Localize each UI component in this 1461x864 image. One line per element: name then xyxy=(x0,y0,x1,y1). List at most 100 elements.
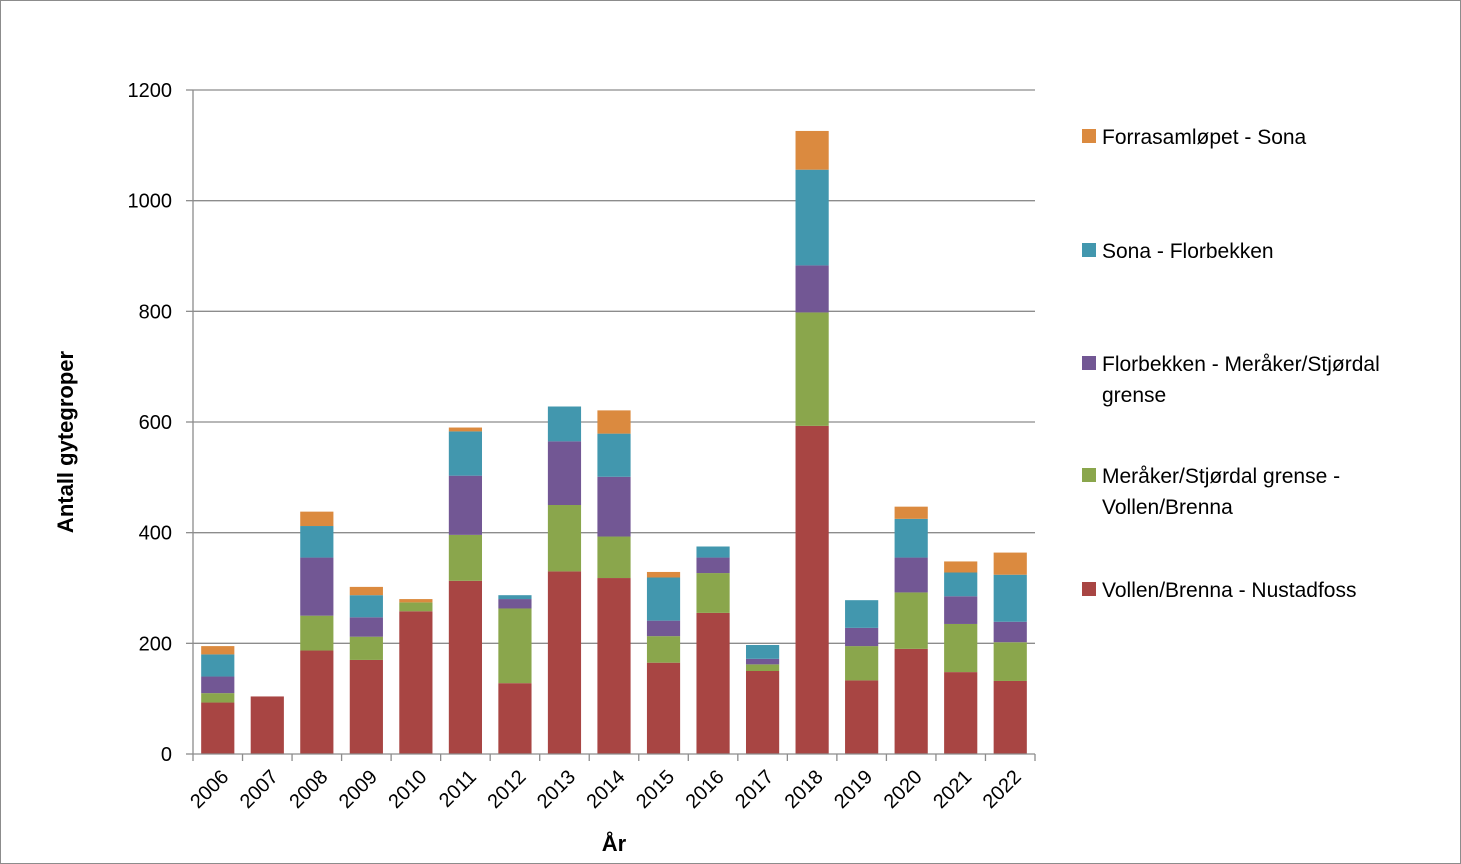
bar-2013-series-0 xyxy=(547,571,582,754)
x-tick-label: 2014 xyxy=(583,766,630,813)
bars xyxy=(201,130,1027,754)
y-tick-labels: 0 200 400 600 800 1000 1200 xyxy=(128,80,173,766)
bar-2021-series-4 xyxy=(944,561,978,573)
bar-2018-series-2 xyxy=(795,265,829,313)
legend-label: Sona - Florbekken xyxy=(1102,240,1274,263)
bar-2016-series-1 xyxy=(696,573,730,613)
bar-2009-series-0 xyxy=(349,659,383,754)
bar-2009-series-4 xyxy=(349,586,383,596)
bar-2020-series-4 xyxy=(894,506,928,519)
bar-2021-series-1 xyxy=(944,623,978,673)
bar-2017-series-0 xyxy=(745,671,780,754)
bar-2020-series-0 xyxy=(894,648,928,754)
bar-2013-series-3 xyxy=(547,406,582,442)
x-tick-label: 2006 xyxy=(186,766,233,813)
bar-2020-series-3 xyxy=(894,518,928,558)
bar-2015-series-3 xyxy=(646,577,681,621)
x-tick-label: 2020 xyxy=(880,766,927,813)
bar-2008-series-2 xyxy=(300,557,334,616)
legend-swatch xyxy=(1082,468,1096,482)
bar-2009-series-3 xyxy=(349,595,383,618)
bar-2008-series-1 xyxy=(300,615,334,651)
y-tick-label: 1000 xyxy=(128,191,173,213)
bar-2021-series-2 xyxy=(944,596,978,624)
bar-2013-series-2 xyxy=(547,441,582,505)
bar-2008-series-3 xyxy=(300,526,334,558)
bar-2021-series-3 xyxy=(944,572,978,597)
bar-2015-series-2 xyxy=(646,620,681,637)
bar-2010-series-0 xyxy=(399,611,433,754)
x-tick-label: 2007 xyxy=(236,766,283,813)
bar-2021-series-0 xyxy=(944,672,978,754)
bar-2019-series-0 xyxy=(845,680,879,754)
bar-2015-series-0 xyxy=(646,662,681,754)
y-axis-title: Antall gytegroper xyxy=(53,350,78,533)
bar-2012-series-2 xyxy=(498,599,532,609)
legend-swatch xyxy=(1082,243,1096,257)
bar-2008-series-0 xyxy=(300,650,334,754)
legend-swatch xyxy=(1082,582,1096,596)
bar-2019-series-3 xyxy=(845,600,879,628)
x-tick-label: 2013 xyxy=(533,766,580,813)
bar-2014-series-1 xyxy=(597,536,631,579)
x-tick-label: 2008 xyxy=(285,766,332,813)
bar-2017-series-3 xyxy=(745,644,780,659)
bar-2011-series-3 xyxy=(448,431,483,476)
legend-label: Florbekken - Meråker/Stjørdal xyxy=(1102,353,1380,376)
x-tick-labels: 2006 2007 2008 2009 2010 2011 2012 2013 2014 2015… xyxy=(186,766,1025,813)
y-tick-label: 600 xyxy=(139,412,172,434)
bar-2019-series-2 xyxy=(845,627,879,647)
bar-2018-series-1 xyxy=(795,312,829,426)
bar-2015-series-4 xyxy=(646,571,681,578)
bar-2014-series-2 xyxy=(597,476,631,537)
bar-2008-series-4 xyxy=(300,511,334,527)
bar-2007-series-0 xyxy=(250,696,284,754)
bar-2014-series-0 xyxy=(597,578,631,754)
bar-2014-series-4 xyxy=(597,410,631,434)
legend: Forrasamløpet - Sona Sona - Florbekken Flo… xyxy=(1082,126,1380,602)
y-tick-label: 0 xyxy=(161,744,172,766)
bar-2018-series-3 xyxy=(795,169,829,266)
bar-2014-series-3 xyxy=(597,433,631,477)
x-tick-label: 2021 xyxy=(929,766,976,813)
y-tick-label: 800 xyxy=(139,301,172,323)
bar-2022-series-0 xyxy=(993,680,1027,754)
bar-2022-series-2 xyxy=(993,621,1027,643)
bar-2009-series-1 xyxy=(349,636,383,660)
y-tick-label: 400 xyxy=(139,523,172,545)
bar-2020-series-1 xyxy=(894,592,928,649)
legend-label: Vollen/Brenna xyxy=(1102,496,1233,519)
bar-2018-series-0 xyxy=(795,425,829,754)
bar-2017-series-1 xyxy=(745,664,780,671)
x-tick-label: 2009 xyxy=(335,766,382,813)
bar-2019-series-1 xyxy=(845,646,879,681)
bar-2010-series-1 xyxy=(399,602,433,612)
legend-swatch xyxy=(1082,356,1096,370)
bar-2013-series-1 xyxy=(547,505,582,572)
x-tick-label: 2019 xyxy=(830,766,877,813)
bar-2006-series-0 xyxy=(201,702,235,754)
bar-2022-series-3 xyxy=(993,574,1027,622)
x-tick-label: 2022 xyxy=(979,766,1026,813)
bar-2006-series-4 xyxy=(201,646,235,655)
bar-2017-series-2 xyxy=(745,658,780,665)
bar-2006-series-3 xyxy=(201,654,235,677)
bar-2011-series-0 xyxy=(448,580,483,754)
bar-2012-series-0 xyxy=(498,683,532,754)
legend-swatch xyxy=(1082,129,1096,143)
x-tick-label: 2015 xyxy=(632,766,679,813)
y-tick-label: 1200 xyxy=(128,80,173,102)
bar-2016-series-2 xyxy=(696,557,730,574)
legend-label: Vollen/Brenna - Nustadfoss xyxy=(1102,579,1356,602)
legend-label: grense xyxy=(1102,384,1166,407)
bar-2010-series-4 xyxy=(399,599,433,603)
x-tick-label: 2010 xyxy=(384,766,431,813)
bar-2011-series-1 xyxy=(448,534,483,581)
bar-2016-series-3 xyxy=(696,546,730,558)
legend-label: Forrasamløpet - Sona xyxy=(1102,126,1307,149)
x-tick-label: 2016 xyxy=(682,766,729,813)
bar-2012-series-1 xyxy=(498,608,532,684)
x-tick-label: 2011 xyxy=(435,766,481,812)
